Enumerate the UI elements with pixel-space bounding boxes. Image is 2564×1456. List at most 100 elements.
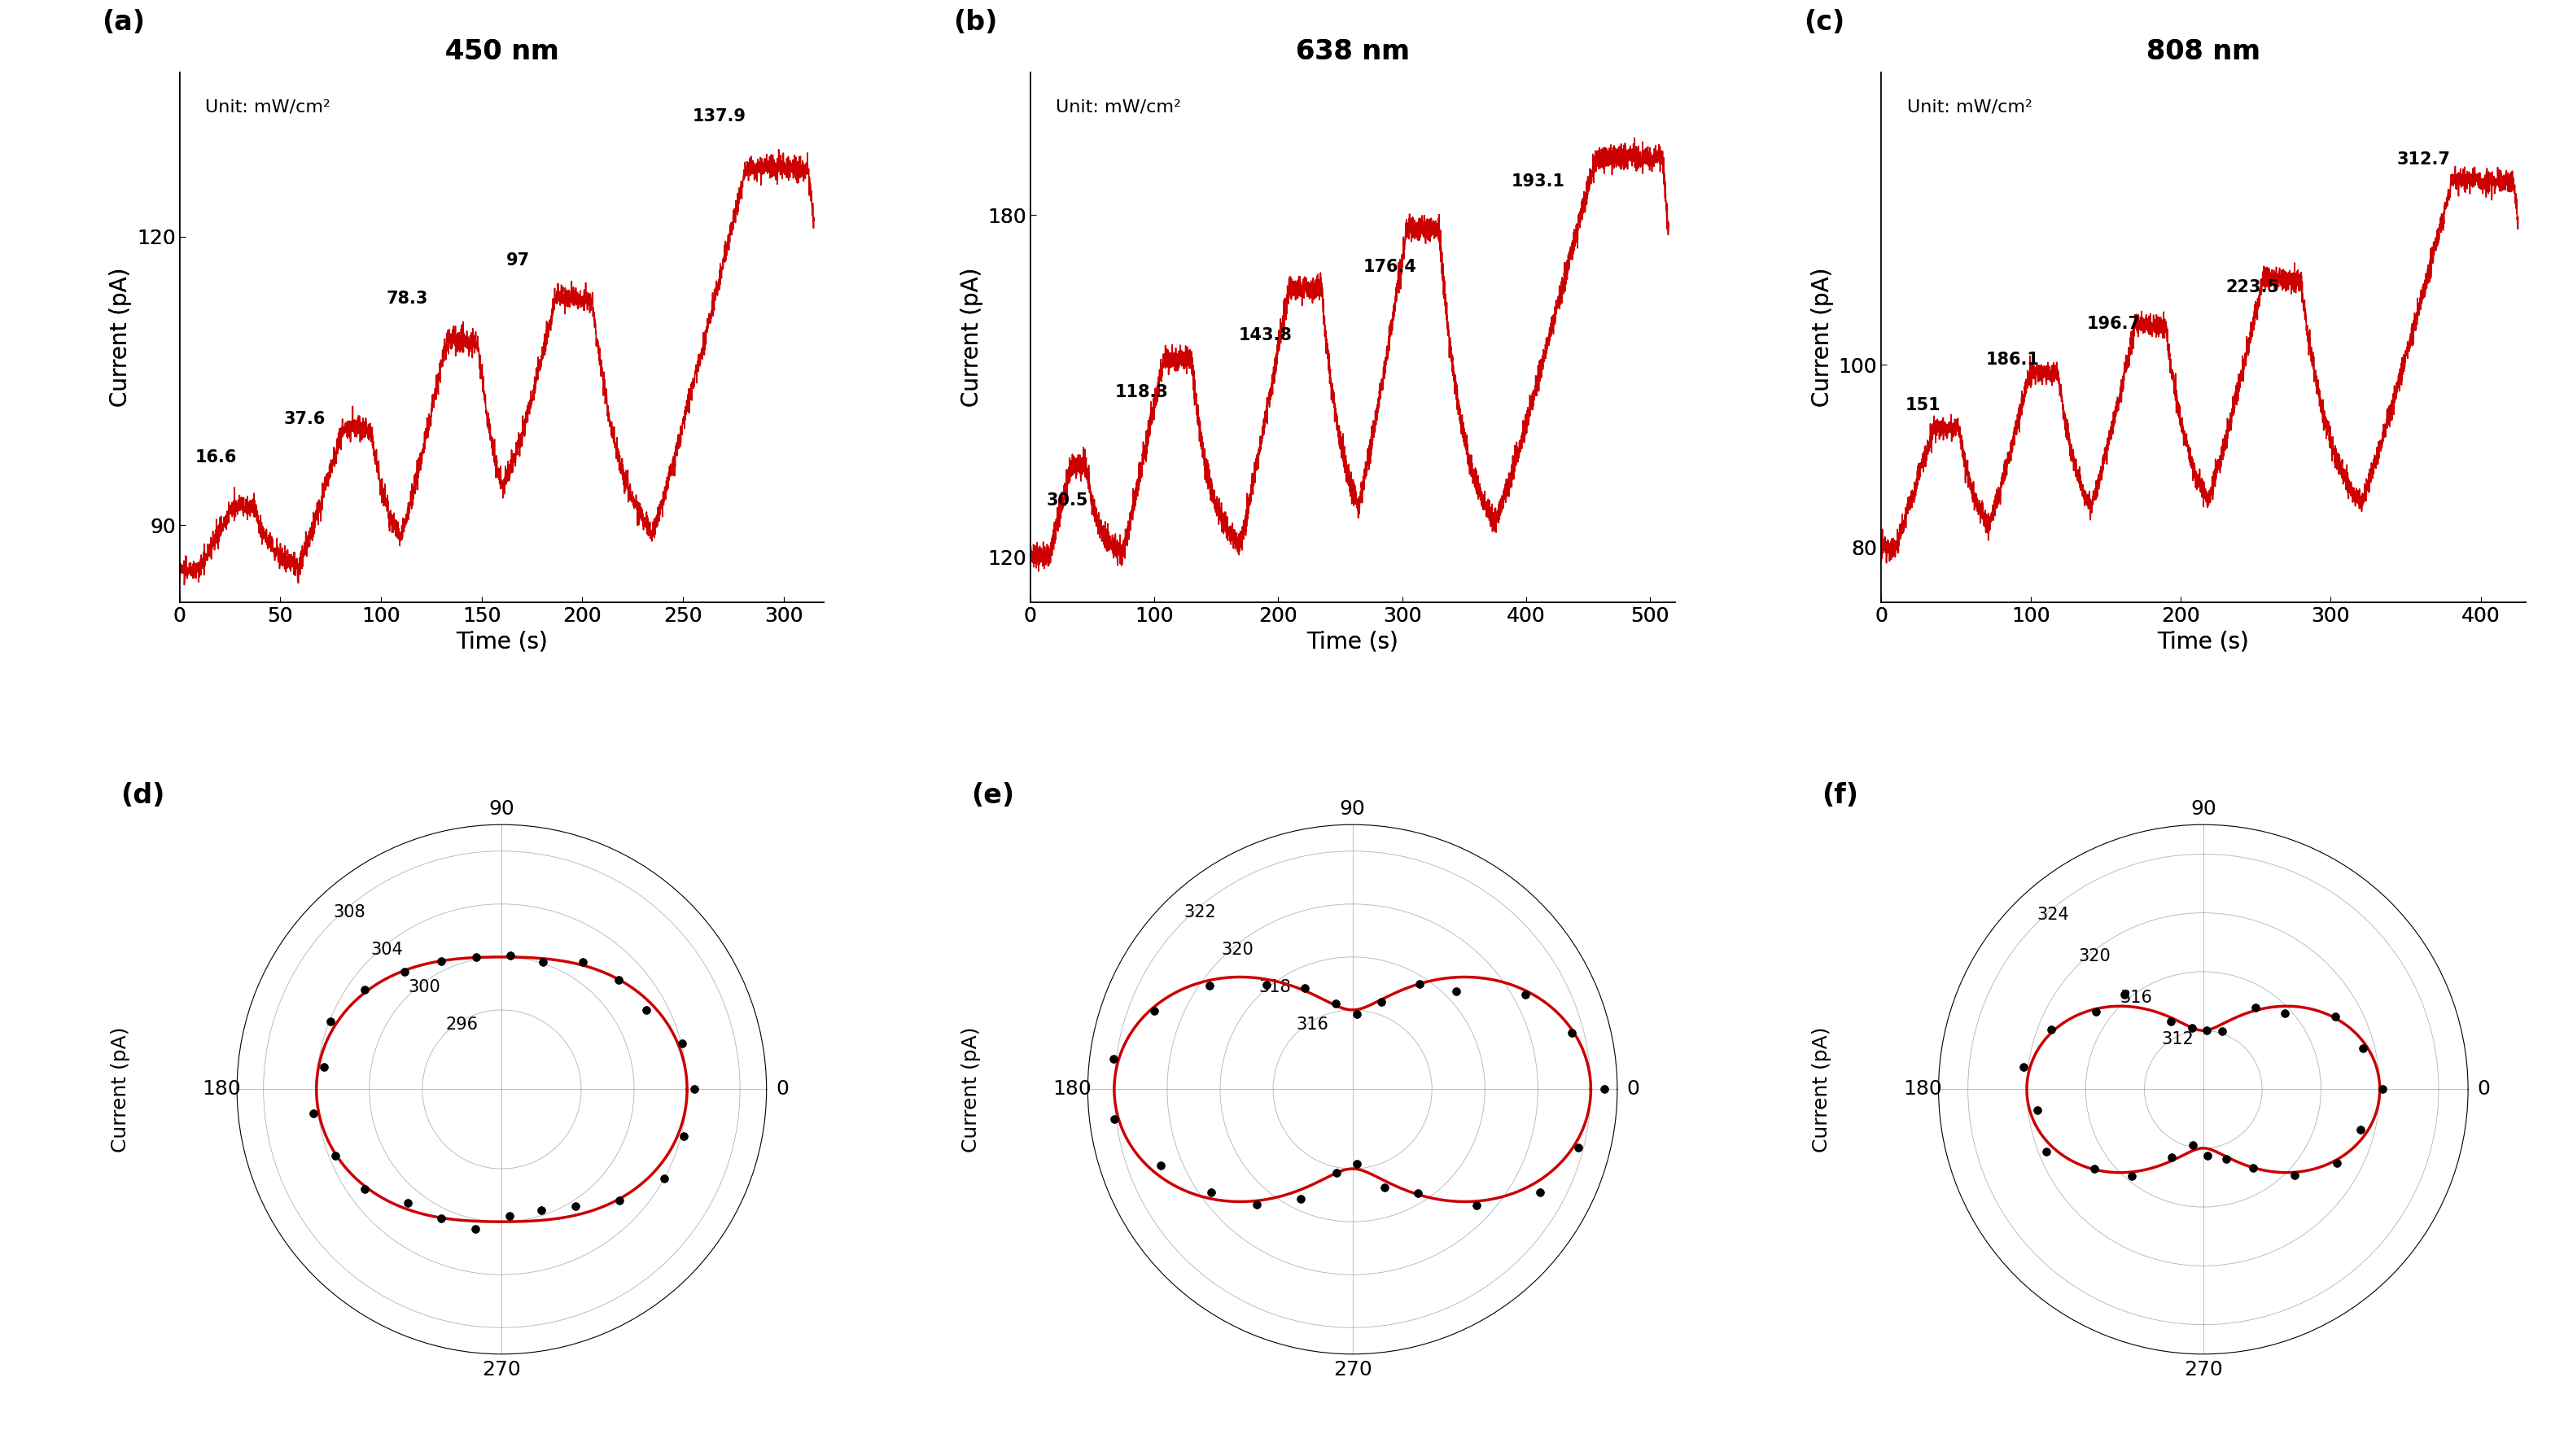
Point (2077, 1000, 2118, 1024)
Text: 176.4: 176.4 (1364, 259, 1415, 275)
Point (1400, 973, 1441, 996)
Point (2026, 1140, 2067, 1163)
Text: Unit: mW/cm²: Unit: mW/cm² (205, 99, 331, 115)
Text: 186.1: 186.1 (1987, 352, 2041, 368)
Point (1551, 1022, 1592, 1045)
Text: 193.1: 193.1 (1513, 173, 1564, 189)
Text: Unit: mW/cm²: Unit: mW/cm² (1056, 99, 1182, 115)
Point (2074, 1158, 2115, 1181)
Text: (e): (e) (972, 782, 1015, 810)
Text: 16.6: 16.6 (195, 450, 236, 466)
Point (454, 1217, 495, 1241)
Point (2343, 1037, 2385, 1060)
Point (1559, 1136, 1600, 1159)
Point (1190, 974, 1231, 997)
Point (562, 951, 603, 974)
Point (456, 945, 497, 968)
Point (292, 1102, 333, 1125)
Text: (b): (b) (954, 9, 997, 36)
Point (1190, 1181, 1231, 1204)
Point (1520, 1181, 1561, 1204)
Text: 151: 151 (1905, 397, 1941, 414)
Text: Current (pA): Current (pA) (1813, 1026, 1831, 1152)
Point (2172, 1016, 2213, 1040)
Title: 450 nm: 450 nm (446, 38, 559, 66)
Point (344, 978, 385, 1002)
Point (2151, 1146, 2192, 1169)
Point (2105, 983, 2146, 1006)
Point (387, 1191, 428, 1214)
Text: (a): (a) (103, 9, 146, 36)
Point (2274, 1163, 2315, 1187)
Text: 143.8: 143.8 (1238, 328, 1292, 344)
Text: Unit: mW/cm²: Unit: mW/cm² (1908, 99, 2033, 115)
Point (1364, 1176, 1405, 1200)
Point (420, 1207, 462, 1230)
Point (2233, 1156, 2274, 1179)
Point (2341, 1118, 2382, 1142)
Point (1246, 973, 1287, 996)
Point (490, 943, 531, 967)
Title: 450 nm: 450 nm (446, 38, 559, 66)
Text: 37.6: 37.6 (285, 411, 326, 428)
Point (315, 1144, 356, 1168)
Point (344, 1178, 385, 1201)
Text: 78.3: 78.3 (387, 291, 428, 307)
Point (2202, 1019, 2244, 1042)
Point (1361, 990, 1403, 1013)
Point (1133, 999, 1174, 1022)
Text: 223.5: 223.5 (2226, 280, 2279, 296)
X-axis label: Time (s): Time (s) (1308, 630, 1397, 654)
Point (2264, 1002, 2305, 1025)
Y-axis label: Current (pA): Current (pA) (959, 268, 982, 408)
Title: 808 nm: 808 nm (2146, 38, 2261, 66)
Point (597, 968, 638, 992)
Point (2187, 1144, 2228, 1168)
Text: 97: 97 (505, 252, 531, 268)
Title: 638 nm: 638 nm (1295, 38, 1410, 66)
Text: Current (pA): Current (pA) (962, 1026, 982, 1152)
Point (385, 960, 426, 983)
Text: 137.9: 137.9 (692, 108, 746, 124)
Text: 196.7: 196.7 (2087, 316, 2141, 332)
Point (1315, 992, 1356, 1015)
Text: 312.7: 312.7 (2397, 151, 2451, 167)
Point (1336, 1002, 1377, 1025)
X-axis label: Time (s): Time (s) (456, 630, 549, 654)
Y-axis label: Current (pA): Current (pA) (1810, 268, 1833, 408)
Text: Unit: mW/cm²: Unit: mW/cm² (205, 99, 331, 115)
Text: 78.3: 78.3 (387, 291, 428, 307)
Point (662, 1031, 703, 1054)
Point (310, 1010, 351, 1034)
Point (1092, 1047, 1133, 1070)
Point (626, 999, 667, 1022)
Point (674, 1077, 715, 1101)
Point (520, 1198, 562, 1222)
Point (1585, 1077, 1626, 1101)
Point (1397, 1181, 1438, 1204)
Point (420, 949, 462, 973)
Text: Unit: mW/cm²: Unit: mW/cm² (1908, 99, 2033, 115)
X-axis label: Time (s): Time (s) (2156, 630, 2249, 654)
Point (2315, 1005, 2356, 1028)
Text: 176.4: 176.4 (1364, 259, 1415, 275)
Point (1285, 977, 1326, 1000)
Point (2315, 1152, 2356, 1175)
Text: 30.5: 30.5 (1046, 492, 1087, 508)
Point (1315, 1160, 1356, 1184)
Text: 137.9: 137.9 (692, 108, 746, 124)
Text: Current (pA): Current (pA) (110, 1026, 131, 1152)
Text: 118.3: 118.3 (1115, 384, 1169, 400)
Point (556, 1194, 597, 1217)
Point (1456, 1194, 1497, 1217)
Point (2031, 1018, 2072, 1041)
Y-axis label: Current (pA): Current (pA) (959, 268, 982, 408)
Point (1236, 1192, 1277, 1216)
Text: 186.1: 186.1 (1987, 352, 2041, 368)
Point (2187, 1019, 2228, 1042)
Text: (c): (c) (1802, 9, 1844, 36)
Y-axis label: Current (pA): Current (pA) (110, 268, 133, 408)
Title: 808 nm: 808 nm (2146, 38, 2261, 66)
Point (303, 1056, 344, 1079)
Point (1505, 983, 1546, 1006)
